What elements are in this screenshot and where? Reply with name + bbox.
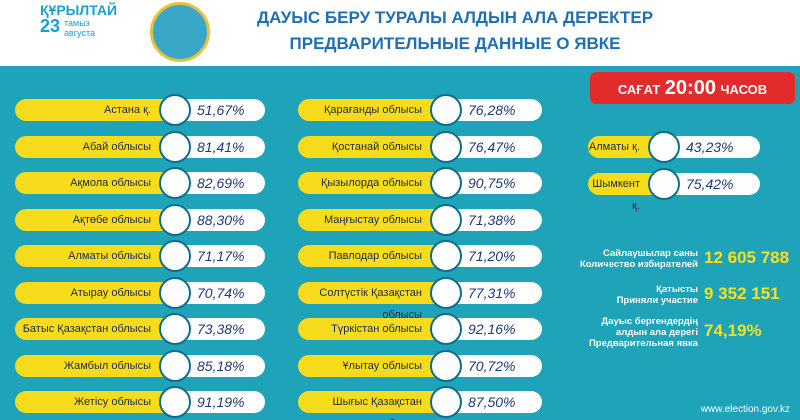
region-name: Абай облысы xyxy=(15,135,177,158)
region-value: 76,47% xyxy=(444,135,542,158)
region-emblem xyxy=(159,130,191,163)
region-emblem xyxy=(430,240,462,272)
region-name: Солтүстік Қазақстан облысы xyxy=(298,281,448,321)
badge-text: САҒАТ xyxy=(617,82,661,97)
region-value: 71,38% xyxy=(444,208,542,231)
region-name: Маңғыстау облысы xyxy=(298,208,448,231)
stat-value: 74,19% xyxy=(704,321,762,340)
region-value: 43,23% xyxy=(662,136,760,158)
stat-label: Предварительная явка xyxy=(588,338,698,349)
region-emblem xyxy=(430,94,462,126)
region-name: Шымкент қ. xyxy=(588,172,666,212)
region-name: Қарағанды облысы xyxy=(298,99,448,121)
time-badge: САҒАТ 20:00 ЧАСОВ xyxy=(590,72,795,104)
stat-label: Дауыс бергендердің xyxy=(601,316,698,327)
region-emblem xyxy=(159,94,191,126)
title: ПРЕДВАРИТЕЛЬНЫЕ ДАННЫЕ О ЯВКЕ xyxy=(289,34,621,53)
stat-value: 9 352 151 xyxy=(704,284,780,303)
region-emblem xyxy=(159,276,191,309)
stat-value: 12 605 788 xyxy=(704,248,790,267)
logo-text: тамыз xyxy=(64,18,90,28)
region-emblem xyxy=(159,203,191,236)
region-emblem xyxy=(430,167,462,199)
region-name: Алматы облысы xyxy=(15,245,177,267)
region-value: 92,16% xyxy=(444,318,542,340)
emblem xyxy=(150,2,210,62)
stat-label: Количество избирателей xyxy=(579,259,698,270)
region-emblem xyxy=(648,167,680,200)
region-name: Астана қ. xyxy=(15,99,177,121)
badge-time: 20:00 xyxy=(664,77,716,99)
region-value: 73,38% xyxy=(173,318,265,340)
region-value: 71,20% xyxy=(444,245,542,267)
region-name: Жамбыл облысы xyxy=(15,354,177,377)
region-emblem xyxy=(159,386,191,418)
region-name: Атырау облысы xyxy=(15,281,177,304)
logo-text: 23 xyxy=(40,16,61,36)
region-value: 77,31% xyxy=(444,281,542,304)
stat-label: алдын ала дерегі xyxy=(615,327,698,338)
stat-label: Приняли участие xyxy=(616,295,698,306)
region-name: Қызылорда облысы xyxy=(298,172,448,194)
region-emblem xyxy=(430,130,462,163)
region-value: 85,18% xyxy=(173,354,265,377)
logo-text: ҚҰРЫЛТАЙ xyxy=(40,2,118,18)
region-name: Алматы қ. xyxy=(588,136,666,158)
region-name: Ақтөбе облысы xyxy=(15,208,177,231)
region-emblem xyxy=(430,276,462,309)
region-value: 70,72% xyxy=(444,354,542,377)
region-emblem xyxy=(159,167,191,199)
region-value: 90,75% xyxy=(444,172,542,194)
title: ДАУЫС БЕРУ ТУРАЛЫ АЛДЫН АЛА ДЕРЕКТЕР xyxy=(256,8,654,27)
header-band xyxy=(0,0,800,66)
region-value: 51,67% xyxy=(173,99,265,121)
region-value: 81,41% xyxy=(173,135,265,158)
region-name: Павлодар облысы xyxy=(298,245,448,267)
region-name: Жетісу облысы xyxy=(15,391,177,413)
region-emblem xyxy=(430,313,462,345)
region-value: 75,42% xyxy=(662,172,760,195)
region-name: Ақмола облысы xyxy=(15,172,177,194)
region-value: 71,17% xyxy=(173,245,265,267)
region-emblem xyxy=(159,313,191,345)
region-emblem xyxy=(430,203,462,236)
logo-text: августа xyxy=(64,28,95,38)
region-value: 82,69% xyxy=(173,172,265,194)
region-emblem xyxy=(430,349,462,382)
region-value: 70,74% xyxy=(173,281,265,304)
footer: www.election.gov.kz xyxy=(700,404,790,415)
badge-text: ЧАСОВ xyxy=(720,82,768,97)
region-value: 76,28% xyxy=(444,99,542,121)
region-emblem xyxy=(648,131,680,163)
region-value: 91,19% xyxy=(173,391,265,413)
region-name: Түркістан облысы xyxy=(298,318,448,340)
region-name: Қостанай облысы xyxy=(298,135,448,158)
stat-label: Сайлаушылар саны xyxy=(602,248,698,259)
stat-label: Қатысты xyxy=(656,284,698,295)
region-name: Шығыс Қазақстан облысы xyxy=(298,391,448,420)
region-value: 87,50% xyxy=(444,391,542,413)
region-emblem xyxy=(159,349,191,382)
region-name: Батыс Қазақстан облысы xyxy=(15,318,177,340)
region-name: Ұлытау облысы xyxy=(298,354,448,377)
region-emblem xyxy=(159,240,191,272)
region-value: 88,30% xyxy=(173,208,265,231)
region-emblem xyxy=(430,386,462,418)
